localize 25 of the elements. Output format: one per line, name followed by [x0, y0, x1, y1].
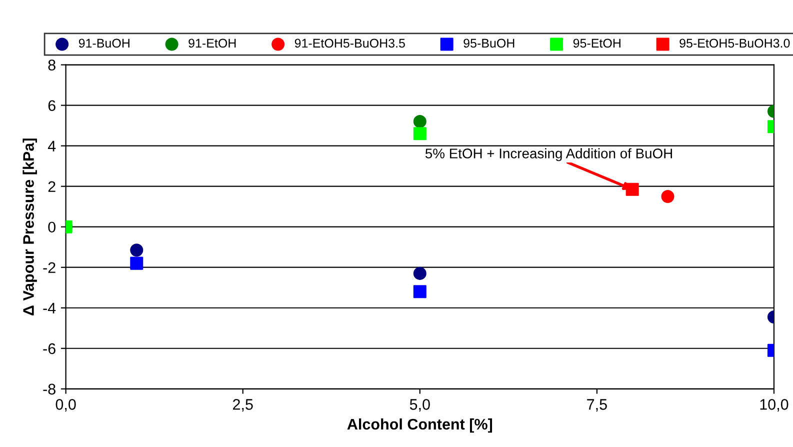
legend-label: 91-EtOH [188, 38, 236, 48]
point [413, 266, 426, 280]
x-tick-label: 7,5 [587, 399, 607, 412]
legend-label: 91-EtOH5-BuOH3.5 [294, 38, 405, 48]
y-tick-label: 8 [48, 60, 56, 70]
legend-label: 95-EtOH5-BuOH3.0 [680, 38, 790, 48]
legend-label: 95-BuOH [464, 38, 514, 48]
x-tick-label: 5,0 [410, 399, 430, 412]
y-tick-label: 0 [48, 222, 56, 233]
annotation: 5% EtOH + Increasing Addition of BuOH [425, 148, 672, 162]
legend-label: 91-BuOH [78, 38, 130, 48]
x-axis-title: Alcohol Content [%] [347, 418, 492, 433]
y-tick-label: 6 [48, 100, 56, 112]
y-tick-label: -6 [43, 343, 56, 354]
point [413, 285, 426, 298]
x-tick-label: 10,0 [760, 399, 788, 412]
x-tick-label: 0,0 [56, 399, 76, 412]
y-tick-label: 2 [48, 181, 56, 192]
y-tick-label: -4 [43, 302, 56, 314]
y-tick-label: -8 [43, 384, 56, 395]
y-axis-title: Δ Vapour Pressure [kPa] [22, 138, 37, 316]
y-tick-label: -2 [43, 262, 56, 273]
legend-label: 95-EtOH [573, 38, 620, 48]
x-tick-label: 2,5 [233, 399, 253, 412]
y-tick-label: 4 [48, 140, 56, 152]
